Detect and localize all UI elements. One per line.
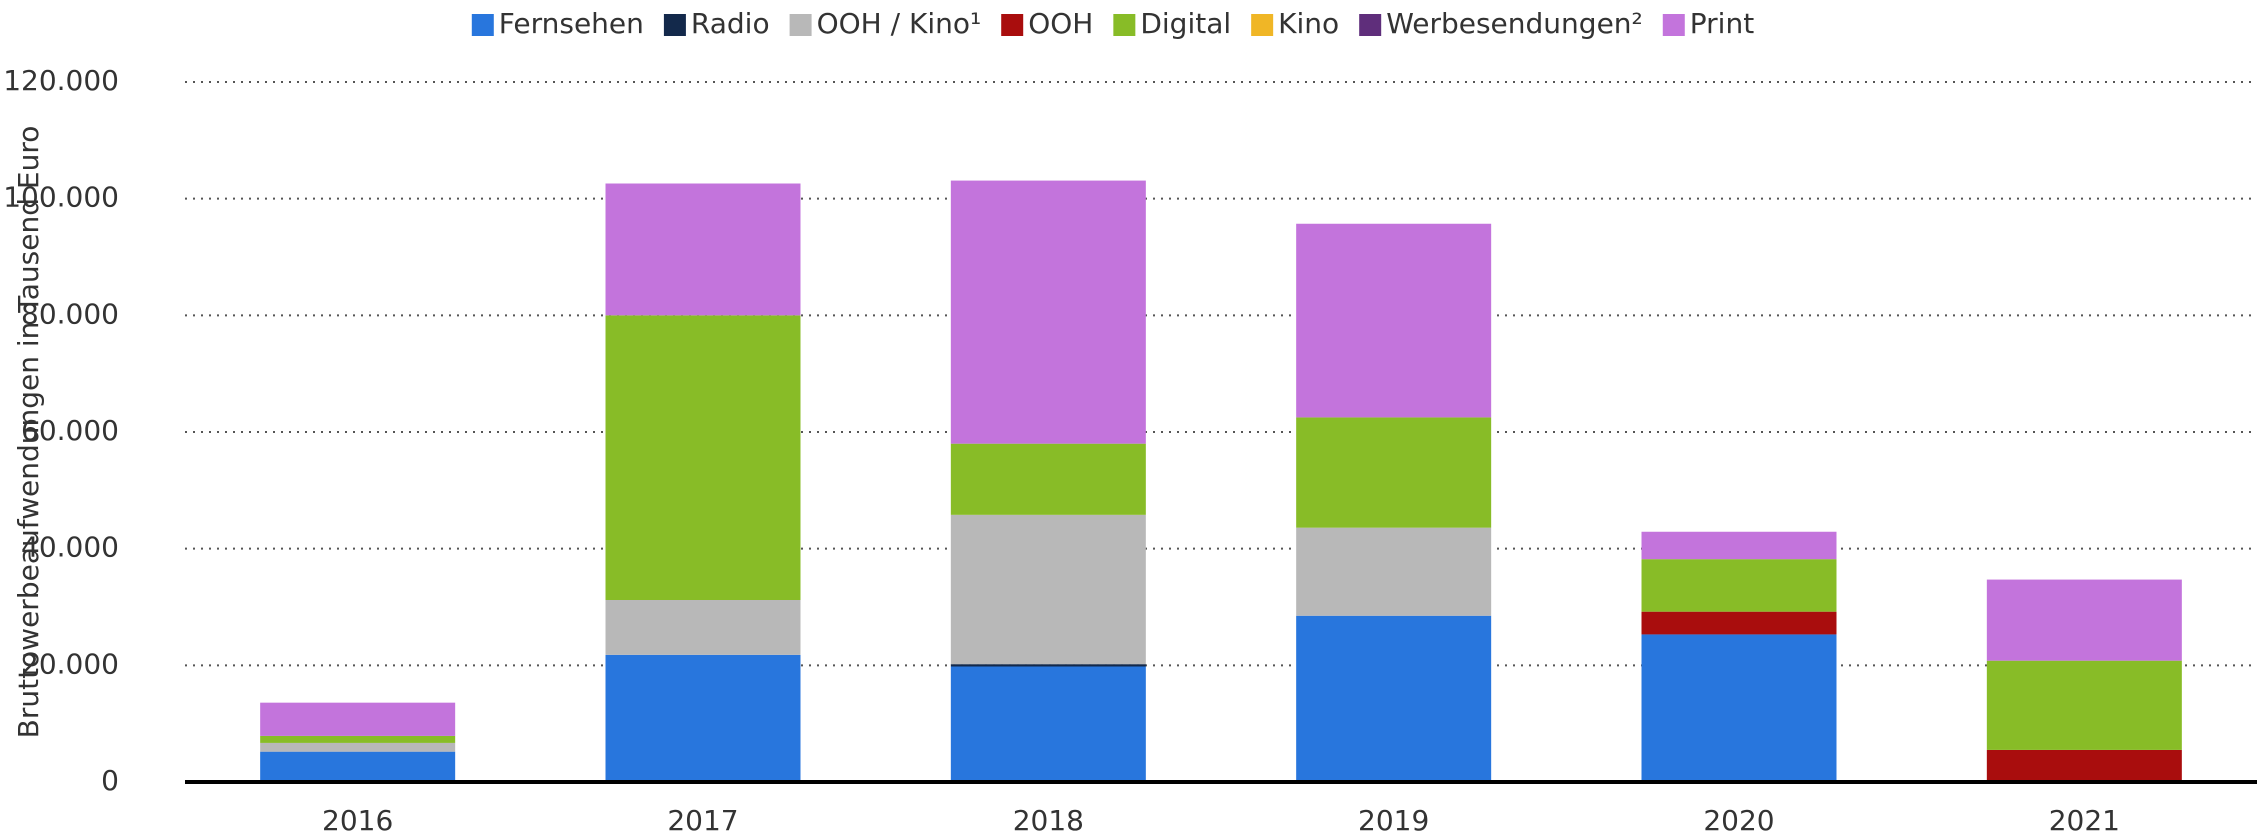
bar-segment [260,751,456,782]
bar-segment [1296,615,1492,782]
legend-item: OOH / Kino¹ [789,7,982,40]
bar-segment [1986,749,2182,782]
legend-swatch [1001,14,1024,36]
bar-segment [1641,559,1837,612]
legend-swatch [663,14,686,36]
legend-label: Radio [691,7,770,40]
legend-swatch [789,14,812,36]
bar-segment [605,315,801,600]
bar-segment [950,514,1146,665]
bar-segment [1641,531,1837,560]
bar-segment [260,702,456,736]
bar-segment [1296,223,1492,418]
legend-label: Digital [1140,7,1231,40]
bar-segment [950,664,1146,667]
y-tick-label: 60.000 [21,414,119,447]
x-tick-label: 2018 [1013,804,1084,835]
legend-label: Print [1690,7,1754,40]
y-tick-label: 100.000 [3,181,119,214]
legend-item: Print [1662,7,1754,40]
bar-segment [1641,634,1837,782]
bar-segment [260,742,456,752]
y-tick-label: 40.000 [21,531,119,564]
legend-label: Fernsehen [499,7,644,40]
y-tick-label: 80.000 [21,297,119,330]
y-tick-label: 20.000 [21,647,119,680]
bar-segment [950,443,1146,515]
x-tick-label: 2020 [1703,804,1774,835]
legend-label: Kino [1278,7,1339,40]
bar-segment [605,654,801,782]
bar-segment [1641,611,1837,635]
bar-segment [605,183,801,316]
bar-segment [950,180,1146,444]
x-tick-label: 2016 [322,804,393,835]
legend-item: Werbesendungen² [1359,7,1643,40]
legend-swatch [1113,14,1136,36]
bar-segment [1296,417,1492,528]
bar-segment [260,735,456,743]
y-axis-title: Bruttowerbeaufwendungen in Tausend Euro [12,126,45,739]
bar-segment [950,666,1146,782]
y-tick-label: 120.000 [3,64,119,97]
bar-segment [1986,660,2182,750]
legend-swatch [1662,14,1685,36]
legend-label: Werbesendungen² [1386,7,1643,40]
x-tick-label: 2017 [667,804,738,835]
legend-swatch [1359,14,1382,36]
legend-item: OOH [1001,7,1093,40]
x-tick-label: 2019 [1358,804,1429,835]
x-tick-label: 2021 [2049,804,2120,835]
legend-swatch [471,14,494,36]
legend-item: Digital [1113,7,1231,40]
legend-label: OOH [1028,7,1093,40]
legend-label: OOH / Kino¹ [817,7,982,40]
bar-segment [1986,579,2182,661]
legend-swatch [1251,14,1274,36]
bar-segment [1296,527,1492,616]
legend-item: Radio [663,7,770,40]
bar-segment [605,600,801,655]
legend-item: Fernsehen [471,7,644,40]
legend-item: Kino [1251,7,1339,40]
y-tick-label: 0 [101,764,119,797]
